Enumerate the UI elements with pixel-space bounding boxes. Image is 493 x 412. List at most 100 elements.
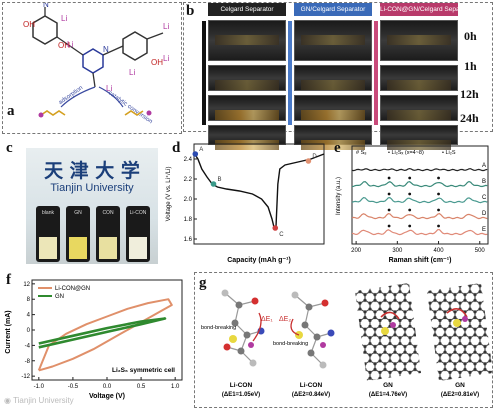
trace-label-b: B — [482, 179, 486, 185]
raman-trace-e — [351, 228, 488, 236]
time-label: 24h — [460, 111, 479, 125]
peak-marker — [408, 208, 412, 212]
structure-energy: (ΔE1=4.76eV) — [369, 392, 407, 398]
watermark-text: Tianjin University — [13, 396, 74, 405]
panel-g: g ΔE₁ bond-breaking Li-CON (ΔE1=1.05eV) — [194, 272, 493, 408]
panel-e: e Intensity (a.u.) Raman shift (cm⁻¹) # … — [330, 136, 492, 268]
svg-text:N: N — [43, 3, 49, 9]
vial-image — [380, 20, 458, 61]
x-tick-label: 200 — [351, 248, 362, 254]
vial-label: Li-CON — [129, 210, 147, 216]
structure-name: GN — [383, 382, 393, 389]
vial-image — [380, 125, 458, 150]
peak-marker — [437, 176, 440, 180]
panel-label-e: e — [334, 140, 341, 156]
bond-breaking-label: bond-breaking — [201, 325, 236, 331]
vial-image — [208, 95, 286, 121]
voltage-capacity-chart: Voltage (V vs. Li⁺/Li) Capacity (mAh g⁻¹… — [165, 143, 325, 264]
li-con-structure-1: ΔE₁ bond-breaking Li-CON (ΔE1=1.05eV) — [201, 289, 273, 398]
x-tick-label: 300 — [392, 248, 403, 254]
vial-image — [208, 20, 286, 61]
peak-marker — [437, 224, 440, 228]
x-axis-label: Voltage (V) — [89, 393, 125, 400]
gn-structure-2: GN (ΔE2=0.81eV) — [427, 283, 493, 398]
watermark: ◉ Tianjin University — [4, 396, 74, 405]
panel-label-f: f — [6, 272, 11, 288]
peak-marker — [437, 208, 440, 212]
delta-e1-label: ΔE₁ — [261, 316, 273, 323]
peak-marker — [387, 208, 391, 212]
arrow-celgard — [202, 21, 206, 125]
column-celgard: Celgard Separator — [208, 3, 286, 150]
vial-image — [294, 65, 372, 91]
vial-image — [294, 95, 372, 121]
point-label-a: A — [199, 147, 203, 153]
column-li-con: Li-CON@GN/Celgard Separator — [380, 3, 458, 150]
panel-label-c: c — [6, 140, 13, 156]
x-tick-label: 0.5 — [137, 384, 146, 390]
trace-label-e: E — [482, 227, 486, 233]
raman-trace-c — [351, 196, 488, 204]
panel-label-g: g — [199, 275, 207, 291]
vial-image — [380, 95, 458, 121]
legend-s8: # S₈ — [356, 150, 367, 156]
vial-label: blank — [42, 210, 54, 216]
li-label: Li — [67, 40, 73, 49]
legend-li2s: • Li₂S — [442, 150, 456, 156]
panel-label-d: d — [172, 140, 181, 156]
adsorption-label: adsorption — [58, 85, 84, 106]
trace-label-d: D — [482, 211, 487, 217]
voltage-curve — [193, 152, 325, 231]
vial-image — [294, 20, 372, 61]
panel-a: a OH OH OH N N Li Li Li Li Li Li adsorpt… — [2, 0, 182, 134]
cell-annotation: Li₂S₆ symmetric cell — [112, 367, 175, 374]
y-axis-label: Intensity (a.u.) — [336, 177, 342, 215]
point-marker-c — [272, 225, 279, 231]
y-tick-label: 12 — [23, 282, 30, 288]
x-axis-label: Capacity (mAh g⁻¹) — [227, 257, 291, 264]
legend-li2sx: • Li₂Sₓ (x=4~8) — [388, 150, 424, 156]
li-label: Li — [163, 54, 169, 63]
title-chinese: 天 津 大 学 — [44, 160, 140, 182]
peak-marker — [387, 176, 391, 180]
li-label: Li — [61, 14, 67, 23]
column-header: GN/Celgard Separator — [294, 3, 372, 16]
point-marker-b — [210, 181, 217, 187]
y-tick-label: 1.8 — [184, 217, 193, 223]
structure-name: Li-CON — [230, 382, 253, 389]
vial-blank: blank — [36, 206, 60, 262]
y-tick-label: 2.4 — [184, 157, 193, 163]
y-axis-label: Voltage (V vs. Li⁺/Li) — [165, 167, 172, 222]
structure-name: Li-CON — [300, 382, 323, 389]
title-english: Tianjin University — [50, 182, 134, 194]
svg-text:OH: OH — [58, 41, 70, 50]
gn-structure-1: GN (ΔE1=4.76eV) — [355, 283, 421, 398]
delta-e2-label: ΔE₂ — [279, 316, 291, 323]
y-tick-label: -8 — [25, 359, 31, 365]
x-tick-label: -1.0 — [34, 384, 45, 390]
x-tick-label: 500 — [475, 248, 486, 254]
panel-c: c 天 津 大 学 Tianjin University blank GN CO… — [2, 136, 162, 266]
time-label: 1h — [464, 59, 477, 73]
panel-d: d Voltage (V vs. Li⁺/Li) Capacity (mAh g… — [164, 136, 328, 268]
svg-text:N: N — [103, 45, 109, 54]
panel-f: f Current (mA) Voltage (V) Li-CON@GN GN … — [2, 272, 192, 402]
x-axis-label: Raman shift (cm⁻¹) — [389, 257, 452, 264]
x-tick-label: 1.0 — [171, 384, 180, 390]
legend-gn: GN — [55, 294, 64, 300]
legend-li-con-gn: Li-CON@GN — [55, 286, 90, 292]
point-marker-a — [192, 151, 199, 157]
time-label: 0h — [464, 29, 477, 43]
cv-chart: Current (mA) Voltage (V) Li-CON@GN GN Li… — [5, 279, 183, 400]
x-tick-label: 400 — [434, 248, 445, 254]
peak-marker — [387, 224, 391, 228]
svg-text:OH: OH — [23, 20, 35, 29]
point-label-c: C — [279, 232, 284, 238]
conversion-label: catalytic conversion — [107, 90, 153, 125]
vial-gn: GN — [66, 206, 90, 262]
y-tick-label: 0 — [27, 328, 31, 334]
panel-label-b: b — [186, 3, 195, 19]
vial-label: CON — [102, 210, 114, 216]
peak-marker — [408, 224, 412, 228]
point-label-b: B — [218, 177, 222, 183]
